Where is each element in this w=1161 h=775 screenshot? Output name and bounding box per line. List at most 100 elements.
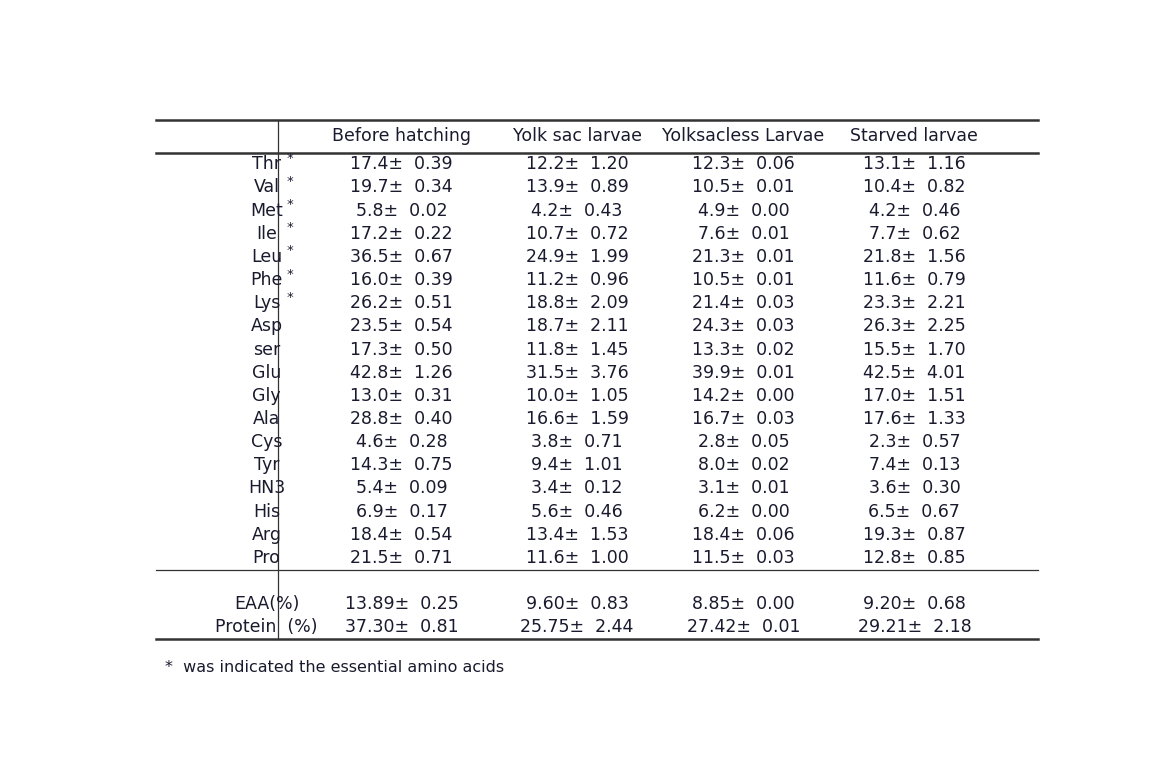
Text: 5.8±  0.02: 5.8± 0.02	[355, 202, 447, 219]
Text: 11.6±  0.79: 11.6± 0.79	[863, 271, 966, 289]
Text: 39.9±  0.01: 39.9± 0.01	[692, 363, 795, 382]
Text: *: *	[287, 152, 293, 165]
Text: 3.8±  0.71: 3.8± 0.71	[532, 433, 622, 451]
Text: 12.2±  1.20: 12.2± 1.20	[526, 155, 628, 174]
Text: 10.7±  0.72: 10.7± 0.72	[526, 225, 628, 243]
Text: 10.5±  0.01: 10.5± 0.01	[692, 178, 795, 196]
Text: 4.6±  0.28: 4.6± 0.28	[355, 433, 447, 451]
Text: 8.0±  0.02: 8.0± 0.02	[698, 456, 789, 474]
Text: 2.8±  0.05: 2.8± 0.05	[698, 433, 789, 451]
Text: 9.20±  0.68: 9.20± 0.68	[863, 595, 966, 613]
Text: Glu: Glu	[252, 363, 281, 382]
Text: 23.3±  2.21: 23.3± 2.21	[863, 294, 966, 312]
Text: Asp: Asp	[251, 318, 282, 336]
Text: 10.0±  1.05: 10.0± 1.05	[526, 387, 628, 405]
Text: Ala: Ala	[253, 410, 280, 428]
Text: 25.75±  2.44: 25.75± 2.44	[520, 618, 634, 636]
Text: Ile: Ile	[257, 225, 277, 243]
Text: 27.42±  0.01: 27.42± 0.01	[686, 618, 800, 636]
Text: 4.9±  0.00: 4.9± 0.00	[698, 202, 789, 219]
Text: 4.2±  0.43: 4.2± 0.43	[532, 202, 622, 219]
Text: 21.8±  1.56: 21.8± 1.56	[863, 248, 966, 266]
Text: *: *	[287, 198, 293, 211]
Text: 18.4±  0.06: 18.4± 0.06	[692, 525, 795, 544]
Text: 42.5±  4.01: 42.5± 4.01	[864, 363, 966, 382]
Text: 12.8±  0.85: 12.8± 0.85	[863, 549, 966, 567]
Text: Lys: Lys	[253, 294, 280, 312]
Text: Phe: Phe	[251, 271, 283, 289]
Text: 19.3±  0.87: 19.3± 0.87	[863, 525, 966, 544]
Text: Yolk sac larvae: Yolk sac larvae	[512, 127, 642, 145]
Text: 23.5±  0.54: 23.5± 0.54	[351, 318, 453, 336]
Text: Before hatching: Before hatching	[332, 127, 471, 145]
Text: 10.4±  0.82: 10.4± 0.82	[863, 178, 966, 196]
Text: Protein  (%): Protein (%)	[215, 618, 318, 636]
Text: 24.9±  1.99: 24.9± 1.99	[526, 248, 628, 266]
Text: *: *	[287, 267, 293, 281]
Text: Starved larvae: Starved larvae	[851, 127, 979, 145]
Text: 26.3±  2.25: 26.3± 2.25	[863, 318, 966, 336]
Text: 24.3±  0.03: 24.3± 0.03	[692, 318, 795, 336]
Text: 8.85±  0.00: 8.85± 0.00	[692, 595, 795, 613]
Text: EAA(%): EAA(%)	[233, 595, 300, 613]
Text: 37.30±  0.81: 37.30± 0.81	[345, 618, 459, 636]
Text: 13.9±  0.89: 13.9± 0.89	[526, 178, 628, 196]
Text: 6.5±  0.67: 6.5± 0.67	[868, 503, 960, 521]
Text: *  was indicated the essential amino acids: * was indicated the essential amino acid…	[165, 660, 504, 674]
Text: Pro: Pro	[253, 549, 281, 567]
Text: Cys: Cys	[251, 433, 282, 451]
Text: 7.4±  0.13: 7.4± 0.13	[868, 456, 960, 474]
Text: 9.4±  1.01: 9.4± 1.01	[532, 456, 622, 474]
Text: *: *	[287, 175, 293, 188]
Text: 2.3±  0.57: 2.3± 0.57	[868, 433, 960, 451]
Text: 21.4±  0.03: 21.4± 0.03	[692, 294, 795, 312]
Text: Arg: Arg	[252, 525, 282, 544]
Text: Gly: Gly	[252, 387, 281, 405]
Text: 19.7±  0.34: 19.7± 0.34	[351, 178, 453, 196]
Text: 13.4±  1.53: 13.4± 1.53	[526, 525, 628, 544]
Text: His: His	[253, 503, 280, 521]
Text: 31.5±  3.76: 31.5± 3.76	[526, 363, 628, 382]
Text: 3.1±  0.01: 3.1± 0.01	[698, 480, 789, 498]
Text: 3.4±  0.12: 3.4± 0.12	[532, 480, 622, 498]
Text: 4.2±  0.46: 4.2± 0.46	[868, 202, 960, 219]
Text: 13.89±  0.25: 13.89± 0.25	[345, 595, 459, 613]
Text: 10.5±  0.01: 10.5± 0.01	[692, 271, 795, 289]
Text: Yolksacless Larvae: Yolksacless Larvae	[662, 127, 824, 145]
Text: 5.6±  0.46: 5.6± 0.46	[531, 503, 623, 521]
Text: ser: ser	[253, 340, 280, 359]
Text: 36.5±  0.67: 36.5± 0.67	[351, 248, 453, 266]
Text: 42.8±  1.26: 42.8± 1.26	[351, 363, 453, 382]
Text: 13.3±  0.02: 13.3± 0.02	[692, 340, 795, 359]
Text: 5.4±  0.09: 5.4± 0.09	[355, 480, 447, 498]
Text: 14.2±  0.00: 14.2± 0.00	[692, 387, 795, 405]
Text: 11.5±  0.03: 11.5± 0.03	[692, 549, 795, 567]
Text: 3.6±  0.30: 3.6± 0.30	[868, 480, 960, 498]
Text: 16.6±  1.59: 16.6± 1.59	[526, 410, 628, 428]
Text: 18.7±  2.11: 18.7± 2.11	[526, 318, 628, 336]
Text: 6.9±  0.17: 6.9± 0.17	[355, 503, 447, 521]
Text: 12.3±  0.06: 12.3± 0.06	[692, 155, 795, 174]
Text: 29.21±  2.18: 29.21± 2.18	[858, 618, 972, 636]
Text: 14.3±  0.75: 14.3± 0.75	[351, 456, 453, 474]
Text: Tyr: Tyr	[254, 456, 280, 474]
Text: *: *	[287, 222, 293, 234]
Text: 6.2±  0.00: 6.2± 0.00	[698, 503, 789, 521]
Text: 26.2±  0.51: 26.2± 0.51	[351, 294, 453, 312]
Text: 17.2±  0.22: 17.2± 0.22	[351, 225, 453, 243]
Text: Met: Met	[251, 202, 283, 219]
Text: 11.2±  0.96: 11.2± 0.96	[526, 271, 628, 289]
Text: 7.6±  0.01: 7.6± 0.01	[698, 225, 789, 243]
Text: HN3: HN3	[248, 480, 286, 498]
Text: 11.6±  1.00: 11.6± 1.00	[526, 549, 628, 567]
Text: Val: Val	[253, 178, 280, 196]
Text: 18.8±  2.09: 18.8± 2.09	[526, 294, 628, 312]
Text: Leu: Leu	[251, 248, 282, 266]
Text: 17.0±  1.51: 17.0± 1.51	[863, 387, 966, 405]
Text: *: *	[287, 244, 293, 257]
Text: Thr: Thr	[252, 155, 281, 174]
Text: 28.8±  0.40: 28.8± 0.40	[351, 410, 453, 428]
Text: 13.0±  0.31: 13.0± 0.31	[351, 387, 453, 405]
Text: 7.7±  0.62: 7.7± 0.62	[868, 225, 960, 243]
Text: 15.5±  1.70: 15.5± 1.70	[863, 340, 966, 359]
